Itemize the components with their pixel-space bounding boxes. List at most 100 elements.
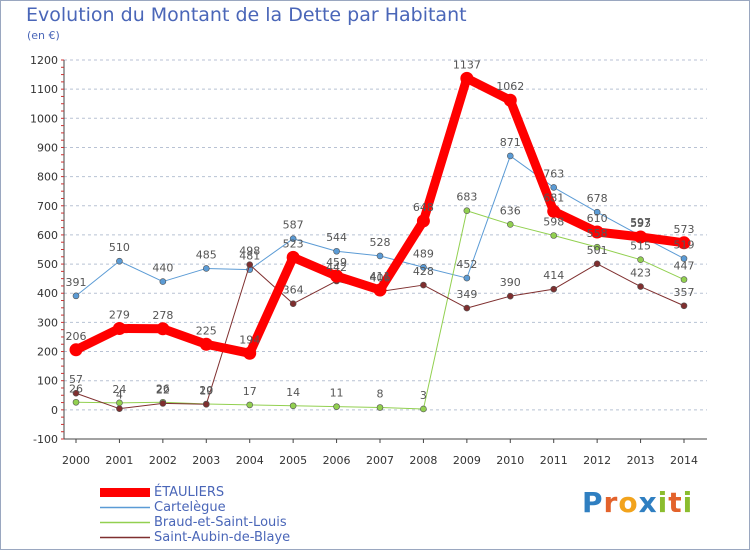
y-tick-label: 600 — [37, 229, 58, 242]
data-label: 498 — [239, 245, 260, 258]
data-point — [376, 252, 384, 260]
data-point — [506, 152, 514, 160]
y-tick-label: 1200 — [30, 54, 58, 67]
data-point — [634, 230, 648, 244]
data-point — [286, 250, 300, 264]
data-label: 11 — [330, 387, 344, 400]
y-tick-label: 300 — [37, 316, 58, 329]
legend-label-cartelegue: Cartelègue — [154, 500, 226, 515]
data-point — [333, 247, 340, 255]
x-tick-label: 2014 — [670, 454, 698, 467]
data-point — [550, 184, 558, 191]
data-point — [116, 257, 123, 265]
data-point — [246, 261, 254, 268]
data-label: 763 — [543, 167, 564, 180]
data-label: 8 — [377, 388, 384, 401]
data-point — [420, 281, 427, 289]
chart-title: Evolution du Montant de la Dette par Hab… — [26, 4, 467, 26]
legend-label-etauliers: ÉTAULIERS — [154, 485, 225, 500]
data-label: 391 — [66, 276, 87, 289]
data-label: 452 — [456, 258, 477, 271]
data-label: 636 — [500, 204, 521, 217]
data-label: 447 — [674, 260, 695, 273]
data-label: 648 — [413, 201, 434, 214]
data-point — [460, 71, 474, 85]
data-label: 1137 — [453, 58, 481, 71]
data-point — [72, 398, 80, 406]
data-label: 459 — [326, 256, 347, 269]
data-label: 573 — [674, 223, 695, 236]
y-tick-label: 800 — [37, 171, 58, 184]
data-point — [463, 274, 471, 282]
data-label: 411 — [370, 270, 391, 283]
data-label: 278 — [152, 309, 173, 322]
data-label: 26 — [156, 382, 170, 395]
data-point — [243, 346, 257, 360]
data-point — [420, 405, 427, 413]
data-point — [333, 403, 340, 410]
data-label: 1062 — [496, 80, 524, 93]
legend-item-cartelegue: Cartelègue — [100, 500, 290, 515]
data-label: 871 — [500, 136, 521, 149]
data-point — [159, 278, 167, 285]
data-point — [72, 389, 80, 397]
data-label: 22 — [156, 383, 170, 396]
x-tick-label: 2007 — [366, 454, 394, 467]
data-label: 510 — [109, 241, 130, 254]
x-tick-label: 2002 — [149, 454, 177, 467]
data-label: 423 — [630, 267, 651, 280]
legend-item-saint-aubin: Saint-Aubin-de-Blaye — [100, 530, 290, 545]
x-tick-label: 2004 — [236, 454, 264, 467]
legend: ÉTAULIERS Cartelègue Braud-et-Saint-Loui… — [100, 485, 290, 545]
data-point — [680, 276, 688, 283]
chart-subtitle: (en €) — [27, 29, 60, 42]
x-tick-label: 2013 — [627, 454, 655, 467]
data-label: 519 — [674, 239, 695, 252]
data-point — [680, 255, 688, 262]
x-tick-label: 2008 — [409, 454, 437, 467]
data-point — [463, 304, 471, 312]
legend-swatch-braud — [100, 521, 150, 524]
data-point — [590, 225, 604, 239]
legend-label-braud: Braud-et-Saint-Louis — [154, 515, 287, 530]
legend-swatch-etauliers — [100, 488, 150, 497]
data-point — [199, 337, 213, 351]
legend-label-saint-aubin: Saint-Aubin-de-Blaye — [154, 530, 291, 545]
data-point — [289, 300, 297, 308]
data-label: 515 — [630, 240, 651, 253]
data-point — [547, 204, 561, 218]
y-tick-label: 400 — [37, 287, 58, 300]
data-label: 225 — [196, 324, 217, 337]
y-tick-label: 0 — [51, 404, 58, 417]
data-label: 523 — [283, 237, 304, 250]
x-tick-label: 2012 — [583, 454, 611, 467]
series — [69, 71, 691, 413]
x-tick-label: 2001 — [105, 454, 133, 467]
data-label: 587 — [283, 219, 304, 232]
proxiti-logo: Proxiti — [582, 486, 694, 519]
data-label: 558 — [587, 227, 608, 240]
data-label: 14 — [286, 386, 300, 399]
data-label: 678 — [587, 192, 608, 205]
legend-swatch-cartelegue — [100, 506, 150, 509]
data-point — [550, 232, 558, 239]
y-tick-label: 1100 — [30, 83, 58, 96]
data-label: 489 — [413, 247, 434, 260]
data-label: 357 — [674, 286, 695, 299]
data-point — [637, 256, 644, 264]
data-label: 24 — [112, 383, 126, 396]
legend-item-braud: Braud-et-Saint-Louis — [100, 515, 290, 530]
data-point — [503, 93, 517, 107]
data-point — [376, 404, 384, 411]
data-point — [677, 236, 691, 250]
data-label: 20 — [199, 384, 213, 397]
data-label: 194 — [239, 333, 260, 346]
data-label: 17 — [243, 385, 257, 398]
data-label: 481 — [239, 250, 260, 263]
x-tick-label: 2009 — [453, 454, 481, 467]
y-tick-label: 200 — [37, 346, 58, 359]
data-point — [593, 260, 601, 268]
